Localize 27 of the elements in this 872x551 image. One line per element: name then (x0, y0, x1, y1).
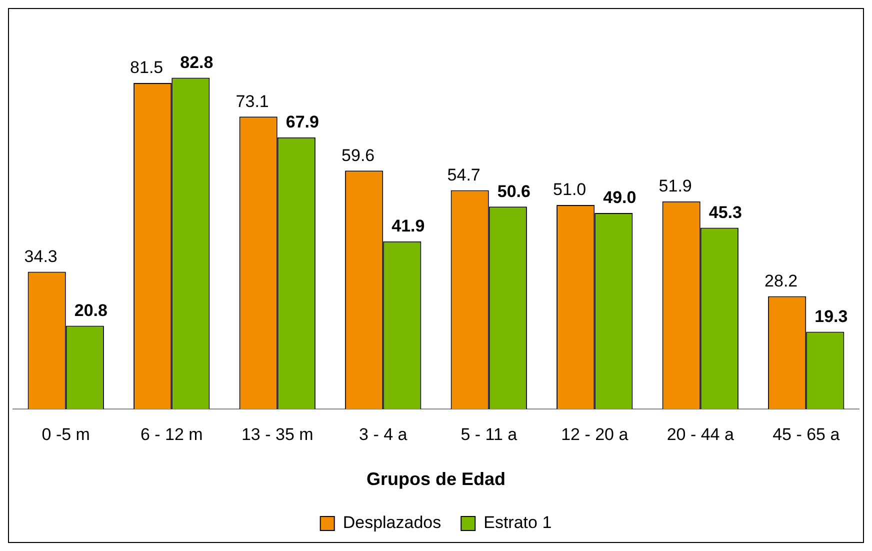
data-label: 82.8 (180, 52, 214, 72)
x-axis-title: Grupos de Edad (366, 469, 506, 490)
data-label: 67.9 (286, 112, 319, 132)
x-tick-label: 0 -5 m (42, 424, 90, 444)
data-label: 51.0 (553, 180, 586, 200)
data-label: 51.9 (658, 176, 692, 196)
x-tick-label: 20 - 44 a (666, 424, 734, 444)
x-tick-label: 6 - 12 m (140, 424, 203, 444)
data-label: 45.3 (708, 202, 742, 222)
legend-label: Desplazados (342, 513, 442, 532)
data-label: 73.1 (236, 92, 269, 111)
data-label: 34.3 (24, 246, 58, 266)
x-tick-label: 45 - 65 a (772, 424, 840, 444)
data-label: 81.5 (130, 58, 164, 78)
data-label: 50.6 (497, 182, 530, 201)
data-label: 41.9 (392, 216, 425, 236)
data-label: 19.3 (814, 306, 848, 326)
data-label: 59.6 (342, 146, 375, 165)
data-label: 28.2 (764, 271, 798, 290)
data-label: 49.0 (603, 188, 636, 208)
x-tick-label: 3 - 4 a (359, 424, 408, 444)
data-label: 54.7 (447, 165, 480, 184)
legend-label: Estrato 1 (484, 513, 552, 532)
x-tick-label: 13 - 35 m (241, 424, 314, 444)
x-tick-label: 5 - 11 a (460, 424, 518, 444)
x-tick-label: 12 - 20 a (561, 424, 629, 444)
data-label: 20.8 (74, 300, 108, 320)
